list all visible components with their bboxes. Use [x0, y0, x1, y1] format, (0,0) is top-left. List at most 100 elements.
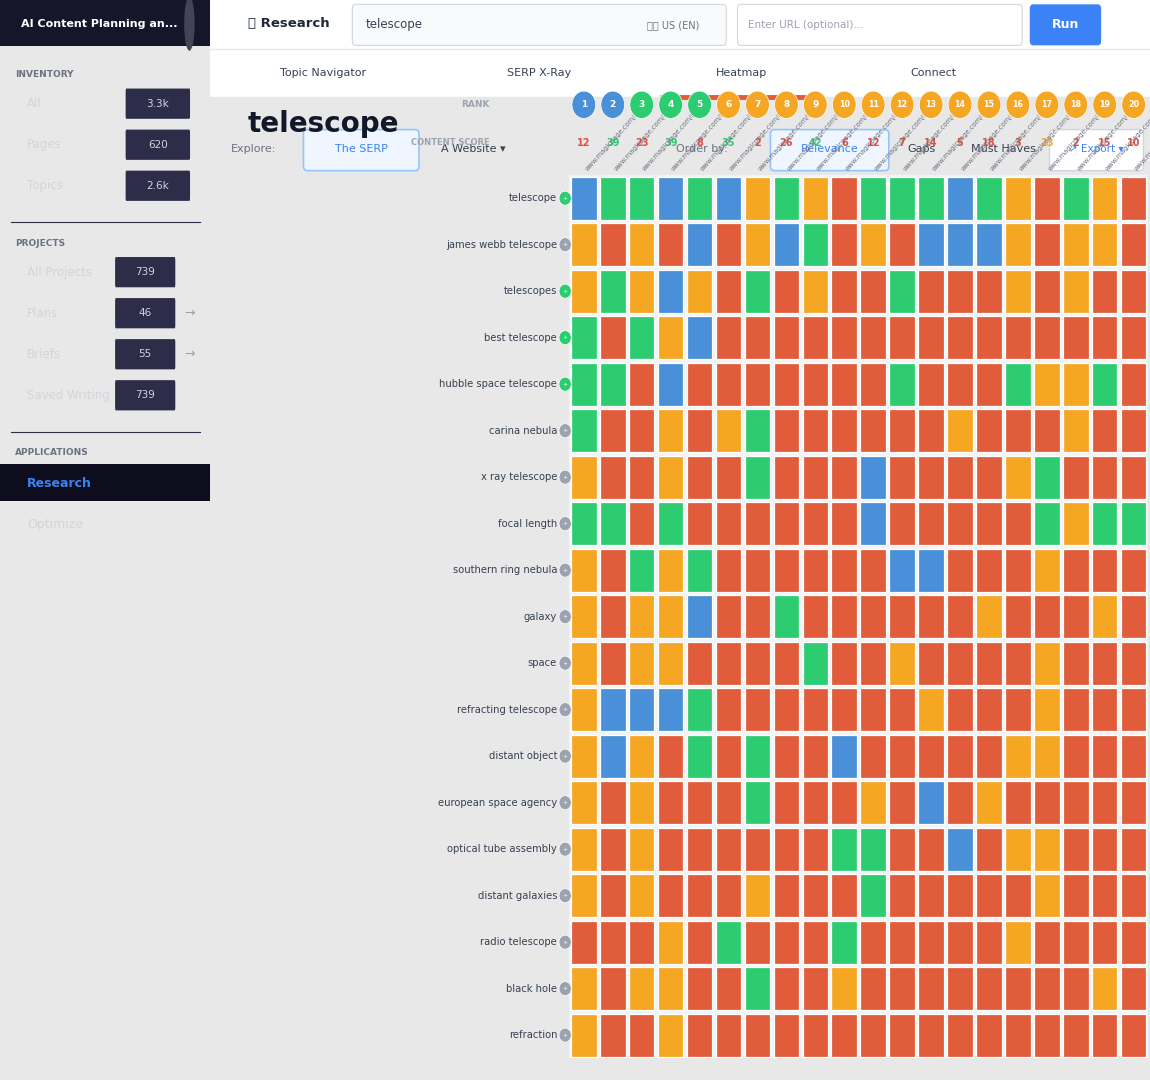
- Bar: [1005, 874, 1030, 917]
- Bar: [572, 642, 597, 685]
- Text: 10: 10: [1127, 137, 1141, 148]
- Bar: [658, 920, 683, 963]
- Bar: [919, 549, 944, 592]
- Text: 3: 3: [1014, 137, 1021, 148]
- Bar: [658, 781, 683, 824]
- Bar: [976, 827, 1002, 870]
- Bar: [803, 316, 828, 360]
- Bar: [976, 688, 1002, 731]
- Bar: [976, 456, 1002, 499]
- Bar: [831, 734, 857, 778]
- Circle shape: [184, 0, 194, 51]
- Bar: [1034, 734, 1059, 778]
- Bar: [1005, 827, 1030, 870]
- Bar: [831, 270, 857, 313]
- Bar: [572, 920, 597, 963]
- Bar: [774, 316, 799, 360]
- Text: 739: 739: [136, 390, 155, 401]
- Bar: [831, 874, 857, 917]
- Bar: [600, 688, 626, 731]
- Bar: [860, 409, 886, 453]
- Bar: [948, 874, 973, 917]
- Bar: [715, 734, 742, 778]
- Text: 18: 18: [982, 137, 996, 148]
- Bar: [774, 827, 799, 870]
- Text: Plans: Plans: [28, 307, 59, 320]
- Bar: [948, 595, 973, 638]
- Text: Optimize: Optimize: [28, 518, 83, 531]
- Text: 11: 11: [868, 100, 879, 109]
- Text: +: +: [562, 800, 568, 806]
- Text: telescope: telescope: [509, 193, 557, 203]
- Bar: [1063, 734, 1089, 778]
- Text: Connect: Connect: [911, 68, 957, 79]
- Bar: [1005, 920, 1030, 963]
- Text: www.magicpage.com/blogs...: www.magicpage.com/blogs...: [758, 95, 827, 172]
- Text: 13: 13: [926, 100, 936, 109]
- Bar: [919, 502, 944, 545]
- Bar: [1092, 549, 1118, 592]
- Bar: [572, 688, 597, 731]
- Bar: [1034, 363, 1059, 406]
- Bar: [1005, 1013, 1030, 1056]
- Bar: [600, 595, 626, 638]
- Bar: [745, 549, 771, 592]
- Text: +: +: [562, 940, 568, 945]
- Bar: [976, 734, 1002, 778]
- Circle shape: [572, 91, 596, 119]
- Bar: [687, 967, 712, 1010]
- Bar: [803, 363, 828, 406]
- Bar: [745, 642, 771, 685]
- Bar: [1005, 456, 1030, 499]
- Bar: [889, 734, 915, 778]
- Bar: [1121, 967, 1147, 1010]
- Bar: [600, 874, 626, 917]
- Bar: [774, 595, 799, 638]
- Bar: [658, 549, 683, 592]
- Bar: [745, 688, 771, 731]
- Bar: [860, 270, 886, 313]
- Text: Pages: Pages: [28, 138, 62, 151]
- Bar: [976, 549, 1002, 592]
- Bar: [629, 224, 654, 267]
- Bar: [774, 1013, 799, 1056]
- Circle shape: [559, 377, 572, 391]
- Circle shape: [833, 91, 856, 119]
- Circle shape: [861, 91, 886, 119]
- Text: 15: 15: [983, 100, 995, 109]
- Bar: [1121, 781, 1147, 824]
- Bar: [860, 224, 886, 267]
- Text: Heatmap: Heatmap: [715, 68, 767, 79]
- Bar: [1005, 734, 1030, 778]
- Bar: [745, 1013, 771, 1056]
- Bar: [774, 967, 799, 1010]
- Bar: [1121, 734, 1147, 778]
- Bar: [0, 0, 210, 46]
- Bar: [803, 874, 828, 917]
- Bar: [919, 642, 944, 685]
- FancyBboxPatch shape: [737, 4, 1022, 45]
- FancyBboxPatch shape: [115, 257, 175, 287]
- Bar: [715, 642, 742, 685]
- Text: 7: 7: [754, 100, 760, 109]
- Text: 14: 14: [954, 100, 966, 109]
- Circle shape: [559, 330, 572, 345]
- Bar: [1121, 688, 1147, 731]
- Bar: [715, 781, 742, 824]
- Bar: [831, 363, 857, 406]
- Circle shape: [630, 91, 653, 119]
- Circle shape: [601, 91, 624, 119]
- Bar: [1063, 549, 1089, 592]
- Bar: [658, 363, 683, 406]
- Text: Must Haves: Must Haves: [972, 144, 1036, 154]
- Bar: [1063, 874, 1089, 917]
- Bar: [774, 456, 799, 499]
- Bar: [948, 456, 973, 499]
- Text: RANK: RANK: [461, 100, 490, 109]
- Bar: [572, 595, 597, 638]
- Bar: [1005, 595, 1030, 638]
- Text: →: →: [184, 348, 194, 361]
- Circle shape: [559, 935, 572, 949]
- Bar: [1063, 456, 1089, 499]
- Text: +: +: [562, 615, 568, 619]
